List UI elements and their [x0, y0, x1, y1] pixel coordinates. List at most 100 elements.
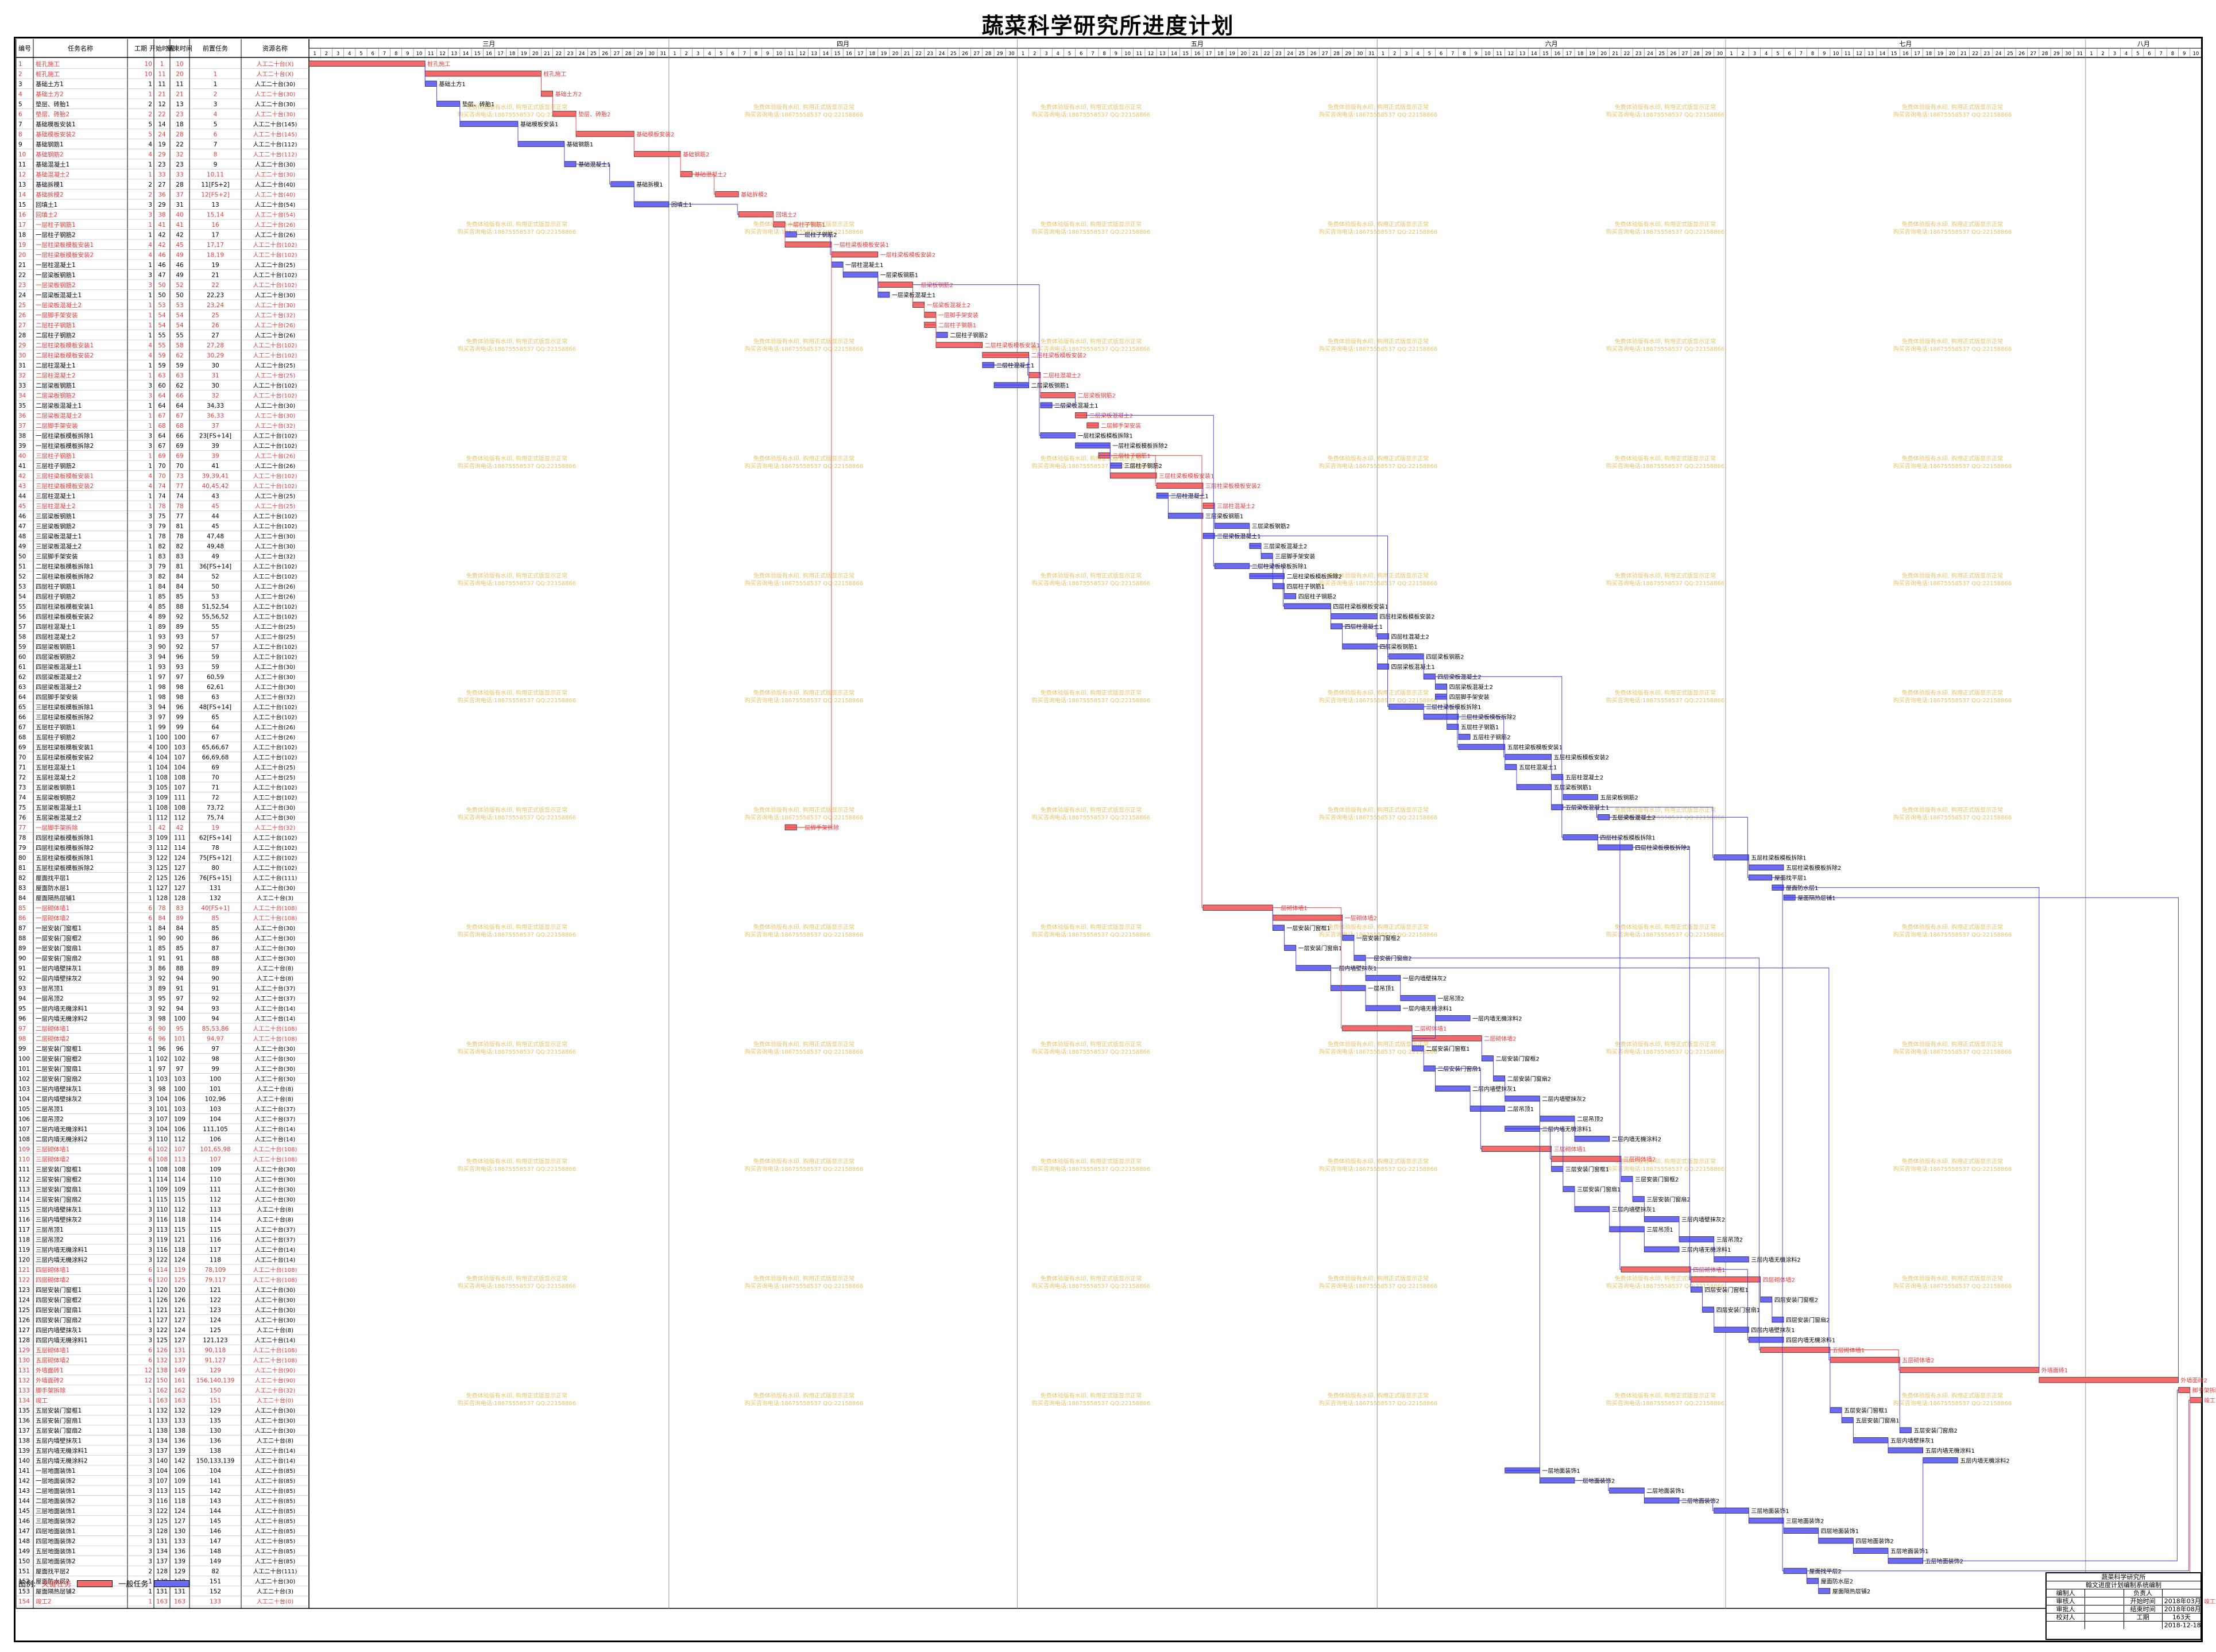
task-predecessor: 39 [211, 453, 219, 460]
task-id: 116 [18, 1217, 30, 1224]
task-duration: 1 [148, 362, 152, 369]
watermark-line: 免费体验版有水印, 购用正式版显示正常 [466, 1040, 567, 1048]
task-resource: 人工二十台(8) [257, 1437, 293, 1445]
watermark-line: 购买咨询电话:18675558537 QQ:22158866 [745, 111, 864, 118]
title-block-cell: 2018年03月01日 [2164, 1597, 2200, 1605]
task-resource: 人工二十台(30) [255, 1075, 296, 1083]
gantt-bar-label: 五层砌体墙2 [1902, 1357, 1934, 1364]
task-start: 79 [158, 563, 165, 570]
task-duration: 3 [148, 202, 152, 208]
task-name: 竣工2 [36, 1598, 52, 1605]
task-end: 54 [176, 322, 184, 329]
dependency-link [1691, 1269, 1749, 1340]
task-predecessor: 22 [211, 282, 219, 289]
task-predecessor: 91,127 [205, 1357, 226, 1364]
day-label: 17 [1566, 51, 1572, 57]
task-end: 94 [176, 976, 184, 982]
task-predecessor: 64 [211, 724, 219, 731]
gantt-bar-label: 二层砌体墙2 [1484, 1035, 1516, 1043]
task-name: 屋面防水层2 [36, 1578, 69, 1585]
task-end: 96 [176, 654, 184, 661]
day-label: 3 [1405, 51, 1407, 57]
task-resource: 人工二十台(102) [253, 703, 297, 711]
task-name: 四层梁板混凝土1 [36, 663, 82, 671]
task-name: 一层柱子钢筋1 [36, 221, 76, 229]
gantt-bar-label: 二层柱梁板模板拆除1 [1252, 563, 1307, 570]
gantt-bar-label: 基础土方1 [439, 80, 465, 88]
task-start: 41 [158, 222, 165, 229]
gantt-bar [1690, 1276, 1761, 1283]
watermark-line: 购买咨询电话:18675558537 QQ:22158866 [458, 1399, 577, 1407]
task-end: 131 [174, 1588, 185, 1595]
task-resource: 人工二十台(30) [255, 1297, 296, 1304]
task-id: 151 [18, 1568, 30, 1575]
gantt-bar [1295, 965, 1331, 971]
task-resource: 人工二十台(112) [253, 151, 297, 158]
task-resource: 人工二十台(8) [257, 1216, 293, 1224]
task-resource: 人工二十台(X) [257, 60, 294, 68]
task-predecessor: 7 [214, 141, 218, 148]
task-duration: 4 [148, 353, 152, 359]
watermark-line: 购买咨询电话:18675558537 QQ:22158866 [1319, 345, 1438, 353]
gantt-bar [1458, 744, 1506, 750]
gantt-bar [1853, 1437, 1889, 1444]
task-predecessor: 79,117 [205, 1277, 226, 1284]
task-id: 61 [18, 664, 26, 671]
task-end: 109 [174, 1478, 185, 1485]
task-start: 107 [156, 1478, 168, 1485]
task-id: 18 [18, 232, 26, 239]
task-duration: 3 [148, 513, 152, 520]
task-predecessor: 26 [211, 322, 219, 329]
task-resource: 人工二十台(102) [253, 844, 297, 852]
task-duration: 3 [148, 1136, 152, 1143]
task-start: 90 [158, 1026, 165, 1032]
task-duration: 1 [148, 1166, 152, 1173]
watermark-line: 购买咨询电话:18675558537 QQ:22158866 [1032, 697, 1151, 704]
task-id: 104 [18, 1096, 30, 1103]
task-start: 97 [158, 1066, 165, 1073]
task-predecessor: 73,72 [207, 804, 224, 811]
task-start: 109 [156, 1186, 168, 1193]
task-name: 三层安装门窗扇1 [36, 1186, 82, 1193]
gantt-bar-label: 三层柱混凝土2 [1217, 502, 1255, 510]
task-predecessor: 13 [211, 202, 219, 208]
gantt-bar-label: 三层安装门窗扇1 [1577, 1186, 1621, 1193]
gantt-bar [1749, 875, 1773, 881]
task-id: 24 [18, 292, 26, 299]
column-header-5: 结束时间 [167, 45, 192, 52]
gantt-bar-label: 垫层、砖胎1 [462, 100, 494, 108]
watermark-line: 购买咨询电话:18675558537 QQ:22158866 [1606, 697, 1725, 704]
task-duration: 4 [148, 152, 152, 158]
task-duration: 1 [148, 634, 152, 641]
task-name: 一层砌体墙2 [36, 915, 69, 922]
task-start: 119 [156, 1237, 168, 1244]
task-predecessor: 59 [211, 664, 219, 671]
watermark-line: 购买咨询电话:18675558537 QQ:22158866 [1606, 1165, 1725, 1173]
task-duration: 1 [148, 815, 152, 822]
task-start: 96 [158, 1046, 166, 1053]
gantt-bar-label: 三层柱梁板模板安装2 [1205, 482, 1260, 490]
task-duration: 1 [148, 543, 152, 550]
gantt-bar-label: 三层安装门窗框1 [1565, 1166, 1609, 1173]
task-duration: 6 [148, 1267, 152, 1274]
task-id: 108 [18, 1136, 30, 1143]
task-start: 121 [156, 1307, 168, 1314]
task-start: 84 [158, 583, 166, 590]
task-end: 91 [176, 955, 183, 962]
task-end: 66 [176, 433, 184, 440]
day-label: 2 [325, 51, 328, 57]
task-end: 13 [176, 101, 183, 108]
task-id: 145 [18, 1508, 30, 1515]
gantt-bar-label: 四层梁板混凝土2 [1449, 683, 1493, 691]
task-duration: 3 [148, 1337, 152, 1344]
task-start: 64 [158, 403, 166, 409]
day-label: 4 [1057, 51, 1059, 57]
task-duration: 1 [148, 493, 152, 500]
task-duration: 3 [148, 212, 152, 219]
gantt-bar-label: 五层柱梁板模板安装1 [1507, 744, 1563, 751]
task-duration: 1 [148, 895, 152, 902]
task-predecessor: 65 [211, 714, 219, 721]
task-start: 128 [156, 1528, 168, 1535]
task-name: 二层柱梁板模板拆除2 [36, 573, 94, 581]
task-resource: 人工二十台(108) [253, 1035, 297, 1043]
